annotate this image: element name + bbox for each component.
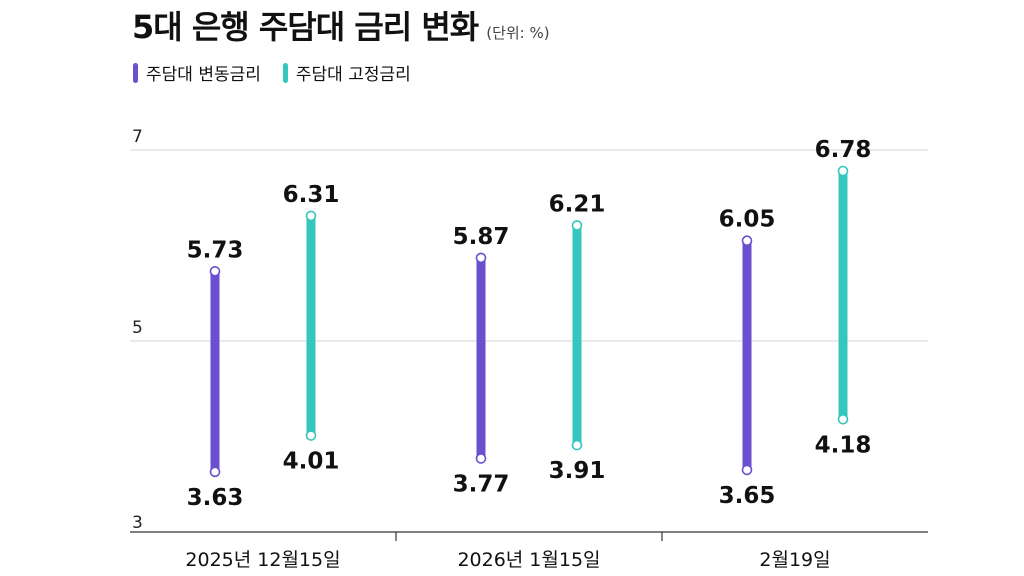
high-value-label-variable: 5.87	[453, 224, 510, 250]
x-category-label: 2025년 12월15일	[185, 549, 340, 571]
y-tick-label: 7	[132, 127, 143, 147]
y-tick-label: 5	[132, 318, 143, 338]
legend-swatch-fixed	[282, 62, 288, 83]
high-point-fixed	[305, 210, 317, 222]
low-value-label-variable: 3.65	[719, 483, 776, 509]
unit-note: (단위: %)	[486, 24, 550, 42]
high-point-fixed	[571, 220, 583, 231]
x-category-label: 2월19일	[759, 549, 830, 571]
high-point-variable	[741, 235, 753, 247]
low-point-variable	[209, 466, 221, 478]
low-point-fixed	[571, 439, 583, 451]
high-point-variable	[209, 265, 221, 277]
high-value-label-fixed: 6.78	[815, 137, 872, 163]
x-category-label: 2026년 1월15일	[457, 549, 600, 571]
low-point-fixed	[305, 430, 317, 441]
high-point-variable	[475, 252, 487, 264]
low-point-variable	[475, 453, 487, 464]
low-value-label-fixed: 3.91	[549, 458, 606, 484]
low-value-label-variable: 3.63	[187, 485, 244, 511]
legend-swatch-variable	[133, 62, 138, 83]
high-value-label-fixed: 6.21	[549, 191, 606, 217]
high-point-fixed	[837, 165, 849, 177]
legend-item-fixed: 주담대 고정금리	[282, 60, 411, 85]
legend-item-variable: 주담대 변동금리	[133, 60, 261, 85]
low-value-label-fixed: 4.01	[283, 449, 340, 475]
high-value-label-variable: 5.73	[187, 237, 244, 263]
high-value-label-variable: 6.05	[719, 207, 776, 233]
legend: 주담대 변동금리 주담대 고정금리	[133, 60, 433, 85]
y-tick-label: 3	[132, 513, 143, 533]
low-point-fixed	[837, 414, 849, 425]
legend-label-fixed: 주담대 고정금리	[295, 65, 411, 85]
chart-title: 5대 은행 주담대 금리 변화	[132, 8, 479, 46]
high-value-label-fixed: 6.31	[283, 182, 340, 208]
low-value-label-variable: 3.77	[453, 471, 510, 497]
legend-label-variable: 주담대 변동금리	[146, 65, 261, 85]
title-row: 5대 은행 주담대 금리 변화 (단위: %)	[132, 2, 550, 48]
low-point-variable	[741, 464, 753, 476]
low-value-label-fixed: 4.18	[815, 432, 872, 458]
